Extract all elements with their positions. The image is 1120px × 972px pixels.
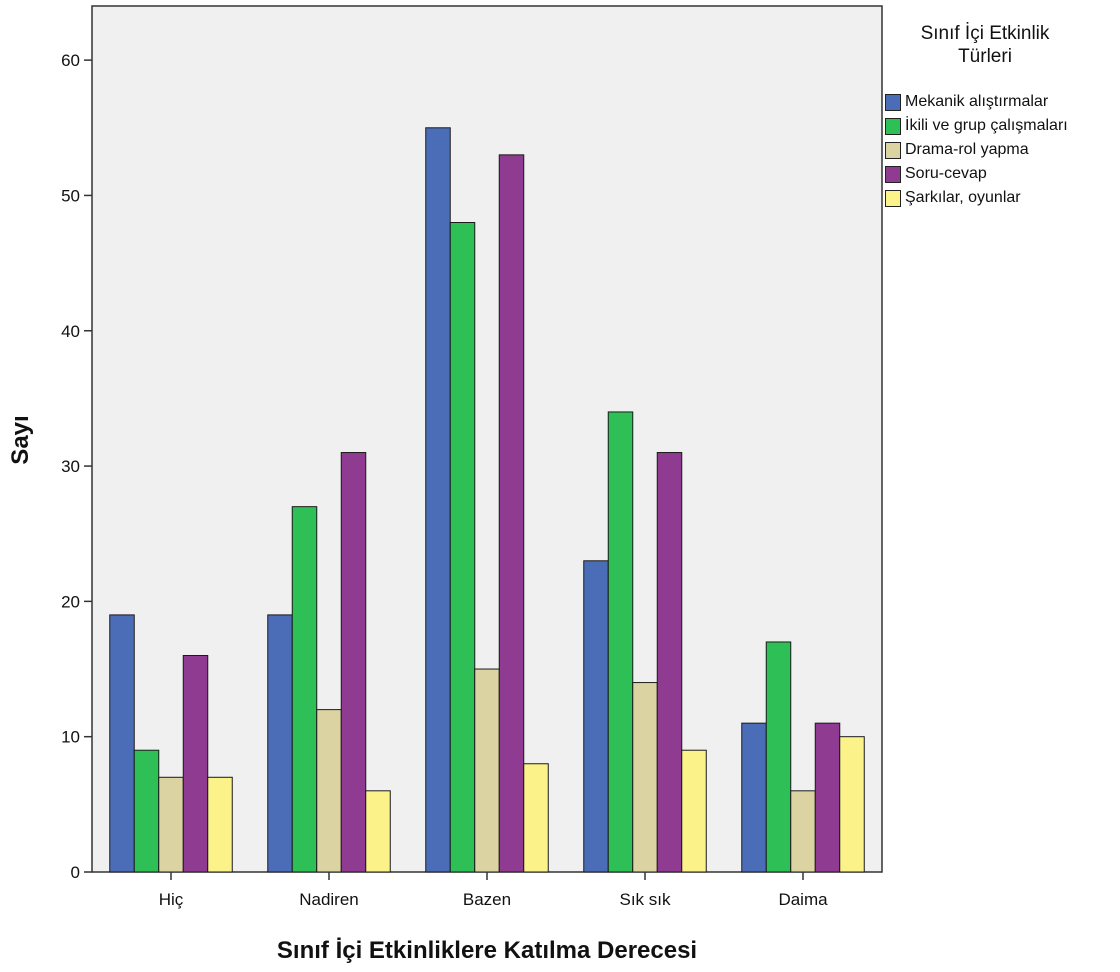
legend-swatch (885, 141, 901, 159)
x-tick-label: Bazen (463, 890, 511, 909)
x-tick-label: Sık sık (619, 890, 671, 909)
legend-item: Şarkılar, oyunlar (885, 186, 1115, 210)
legend: Sınıf İçi Etkinlik Türleri Mekanik alışt… (885, 22, 1115, 210)
y-tick-label: 60 (61, 51, 80, 70)
legend-item: Drama-rol yapma (885, 138, 1115, 162)
y-axis-title: Sayı (7, 415, 34, 464)
legend-label: Mekanik alıştırmalar (905, 93, 1049, 110)
bar (814, 722, 841, 873)
bar (583, 560, 609, 873)
legend-label: İkili ve grup çalışmaları (905, 117, 1068, 134)
bar (474, 668, 500, 873)
bar (291, 506, 318, 873)
bar (425, 127, 451, 873)
bar (158, 776, 184, 873)
bar (182, 655, 209, 873)
bar (133, 749, 160, 873)
bar (207, 776, 233, 873)
bar (316, 709, 342, 873)
y-tick-label: 20 (61, 592, 80, 611)
y-tick-label: 40 (61, 322, 80, 341)
x-axis-title: Sınıf İçi Etkinliklere Katılma Derecesi (277, 937, 697, 964)
x-tick-label: Daima (778, 890, 828, 909)
legend-swatch (885, 93, 901, 111)
legend-swatch (885, 189, 901, 207)
bar (109, 614, 135, 873)
x-axis: Hiç Nadiren Bazen Sık sık Daima (159, 872, 828, 909)
bar (340, 452, 367, 873)
legend-label: Şarkılar, oyunlar (905, 189, 1021, 206)
y-axis: 0 10 20 30 40 50 60 (61, 51, 92, 882)
bar (498, 154, 525, 873)
legend-label: Drama-rol yapma (905, 141, 1029, 158)
legend-title: Sınıf İçi Etkinlik Türleri (920, 23, 1050, 67)
legend-item: Soru-cevap (885, 162, 1115, 186)
x-tick-label: Nadiren (299, 890, 359, 909)
y-tick-label: 10 (61, 728, 80, 747)
bar (741, 722, 767, 873)
legend-item: Mekanik alıştırmalar (885, 90, 1115, 114)
legend-swatch (885, 165, 901, 183)
bar (790, 790, 816, 873)
bars-group (109, 127, 865, 873)
bar (365, 790, 391, 873)
bar (681, 749, 707, 873)
bar (839, 736, 865, 873)
legend-item: İkili ve grup çalışmaları (885, 114, 1115, 138)
bar (607, 411, 634, 873)
bar (656, 452, 683, 873)
bar (267, 614, 293, 873)
bar (523, 763, 549, 873)
bar (449, 222, 476, 873)
y-tick-label: 30 (61, 457, 80, 476)
y-tick-label: 50 (61, 186, 80, 205)
x-tick-label: Hiç (159, 890, 184, 909)
legend-items: Mekanik alıştırmalar İkili ve grup çalışm… (885, 90, 1115, 210)
bar (632, 682, 658, 873)
y-tick-label: 0 (71, 863, 80, 882)
legend-label: Soru-cevap (905, 165, 987, 182)
legend-swatch (885, 117, 901, 135)
bar (765, 641, 792, 873)
